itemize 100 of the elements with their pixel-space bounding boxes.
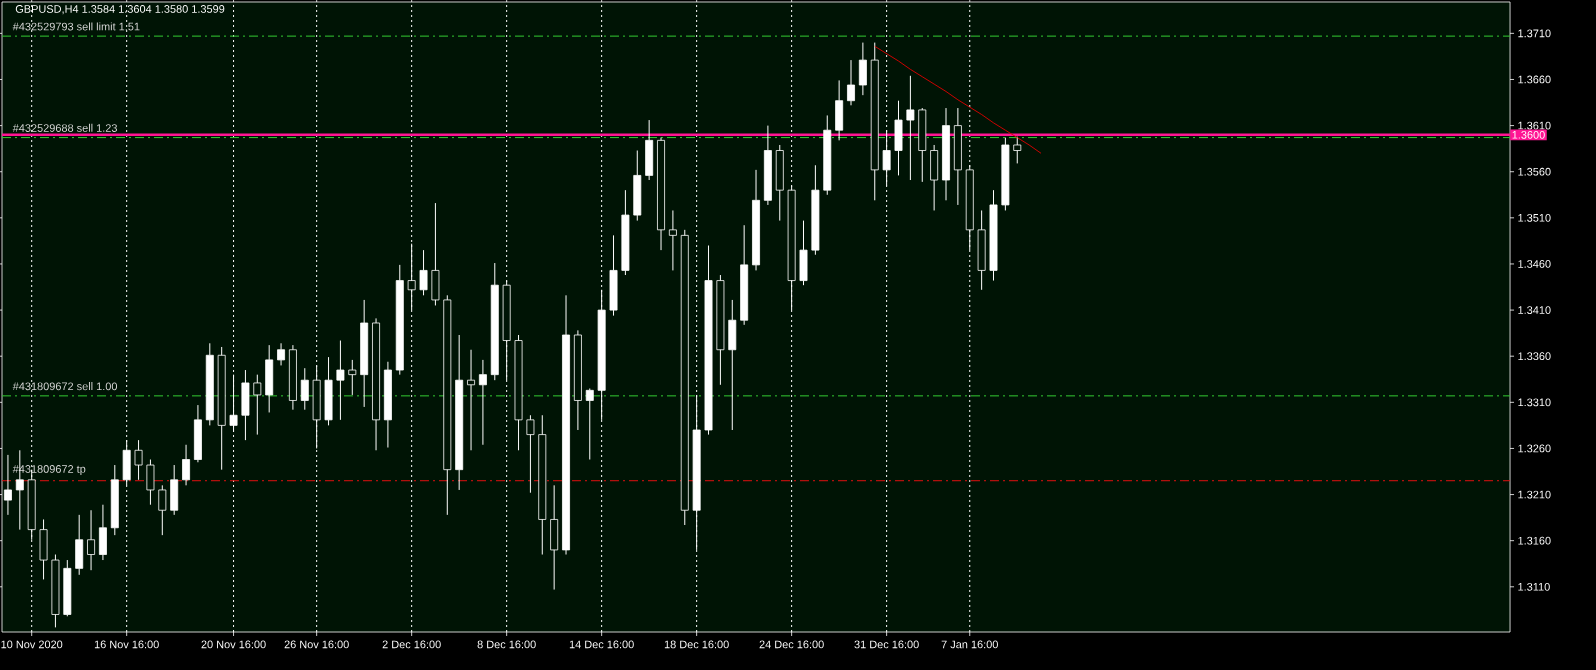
candlestick <box>550 484 559 591</box>
candlestick <box>455 334 464 491</box>
candlestick <box>300 367 309 411</box>
x-tick-label: 14 Dec 16:00 <box>569 640 634 649</box>
x-tick-label: 10 Nov 2020 <box>1 640 63 649</box>
candlestick <box>977 209 986 291</box>
candlestick <box>98 504 107 561</box>
candlestick <box>158 484 167 536</box>
candlestick <box>609 234 618 317</box>
candlestick <box>680 229 689 526</box>
candlestick <box>63 559 72 617</box>
candlestick <box>324 356 333 426</box>
candlestick <box>348 359 357 396</box>
candlestick <box>360 299 369 408</box>
ref-line-label: #432529688 sell 1.23 <box>12 123 117 132</box>
candlestick <box>182 444 191 486</box>
candlestick <box>514 334 523 451</box>
candlestick <box>312 364 321 449</box>
candlestick <box>942 107 950 201</box>
candlestick <box>668 209 677 271</box>
candlestick <box>395 264 404 376</box>
candlestick <box>763 125 772 206</box>
candlestick <box>657 137 665 251</box>
candlestick <box>870 42 879 201</box>
candlestick <box>799 220 808 286</box>
candlestick <box>193 404 202 463</box>
candlestick <box>490 262 499 381</box>
candlestick <box>811 164 820 256</box>
candlestick <box>443 294 452 516</box>
x-tick-label: 2 Dec 16:00 <box>382 640 441 649</box>
candlestick <box>775 144 784 222</box>
y-tick-label: 1.3360 <box>1518 352 1551 361</box>
ref-line-label: #432529793 sell limit 1.51 <box>12 22 140 31</box>
candlestick <box>134 439 143 481</box>
candlestick <box>146 459 155 506</box>
x-tick-label: 8 Dec 16:00 <box>477 640 536 649</box>
candlestick <box>1001 137 1010 211</box>
candlestick <box>75 514 84 576</box>
candlestick <box>847 59 855 106</box>
candlestick <box>538 414 547 556</box>
candlestick <box>645 119 654 181</box>
candlestick <box>265 344 274 413</box>
x-tick-label: 16 Nov 16:00 <box>94 640 159 649</box>
candlestick <box>562 294 570 556</box>
candlestick <box>217 346 226 471</box>
candlestick <box>894 100 903 176</box>
candlestick <box>752 169 760 271</box>
candlestick <box>526 414 535 494</box>
candlestick <box>170 464 179 516</box>
y-tick-label: 1.3410 <box>1518 306 1551 314</box>
x-tick-label: 31 Dec 16:00 <box>854 640 919 649</box>
candlestick <box>585 387 594 461</box>
y-tick-label: 1.3610 <box>1518 121 1551 130</box>
x-tick-label: 18 Dec 16:00 <box>664 640 729 649</box>
y-tick-label: 1.3110 <box>1518 582 1550 591</box>
candlestick <box>229 374 238 433</box>
candlestick <box>253 374 262 436</box>
ref-line-label: #431809672 sell 1.00 <box>12 382 118 391</box>
y-tick-label: 1.3310 <box>1518 398 1551 407</box>
candlestick <box>858 42 867 96</box>
y-tick-label: 1.3710 <box>1518 29 1551 38</box>
candlestick <box>478 359 487 446</box>
x-tick-label: 26 Nov 16:00 <box>284 640 349 649</box>
y-tick-label: 1.3210 <box>1518 490 1551 499</box>
x-tick-label: 20 Nov 16:00 <box>201 640 266 649</box>
candlestick <box>39 518 48 580</box>
candlestick <box>372 317 380 451</box>
candlestick <box>288 344 297 411</box>
candlestick <box>740 224 749 326</box>
candlestick <box>930 144 939 211</box>
candlestick <box>716 274 725 386</box>
y-tick-label: 1.3160 <box>1518 536 1551 545</box>
candlestick <box>205 342 214 426</box>
candlestick <box>87 509 96 571</box>
candlestick <box>704 245 713 436</box>
x-tick-label: 24 Dec 16:00 <box>759 640 824 649</box>
candlestick <box>989 189 998 282</box>
candlestick <box>51 554 60 628</box>
candlestick <box>906 75 915 181</box>
y-tick-label: 1.3510 <box>1518 213 1551 222</box>
ref-line-label: 1.3600 <box>1512 130 1545 139</box>
candlestick <box>383 361 392 449</box>
y-tick-label: 1.3260 <box>1518 444 1551 453</box>
candlestick <box>953 107 962 206</box>
candlestick <box>621 189 630 276</box>
y-tick-label: 1.3660 <box>1518 75 1551 84</box>
candlestick <box>633 150 642 222</box>
candlestick <box>241 369 250 441</box>
candlestick <box>336 340 345 421</box>
candlestick <box>419 249 428 296</box>
x-tick-label: 7 Jan 16:00 <box>941 640 998 649</box>
candlestick <box>918 107 927 183</box>
candlestick <box>823 114 832 196</box>
candlestick <box>728 299 737 431</box>
candlestick <box>277 342 286 366</box>
candlestick <box>467 349 475 451</box>
candlestick <box>110 464 119 536</box>
y-tick-label: 1.3460 <box>1518 260 1551 268</box>
candlestick <box>573 329 582 431</box>
candlestick <box>431 202 440 306</box>
